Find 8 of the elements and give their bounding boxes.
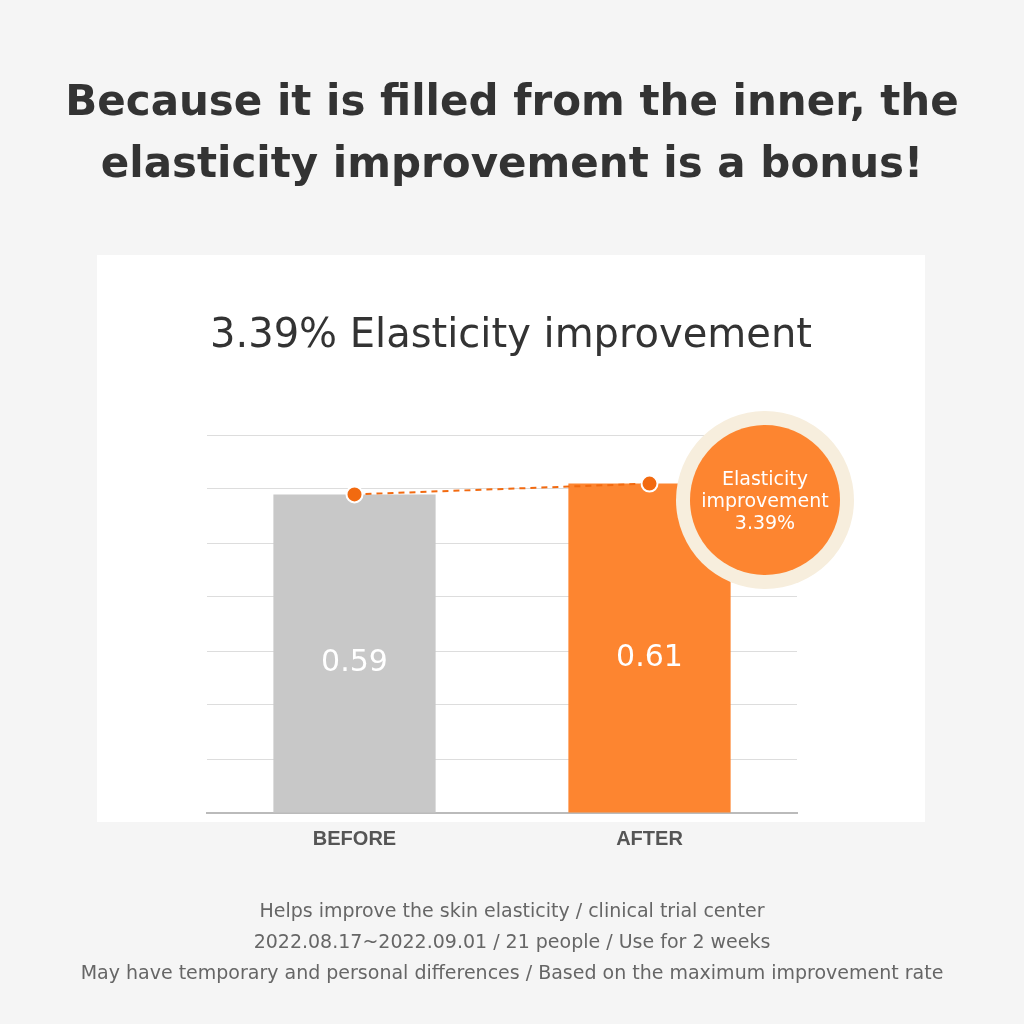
data-label: 0.61 bbox=[616, 637, 683, 673]
text: Helps improve the skin elasticity / clinical trial center bbox=[258, 898, 766, 923]
x-tick-label: BEFORE bbox=[312, 826, 397, 849]
text: 2022.08.17~2022.09.01 / 21 people / Use for 2 weeks bbox=[252, 929, 772, 954]
chart-title: Because it is filled from the inner, the elasticity improvement is a bonus! bbox=[64, 75, 960, 189]
chart-subtitle: 3.39% Elasticity improvement bbox=[209, 310, 813, 356]
text: May have temporary and personal differences / Based on the maximum improvement rate bbox=[79, 960, 945, 985]
x-tick-label: AFTER bbox=[616, 826, 684, 849]
